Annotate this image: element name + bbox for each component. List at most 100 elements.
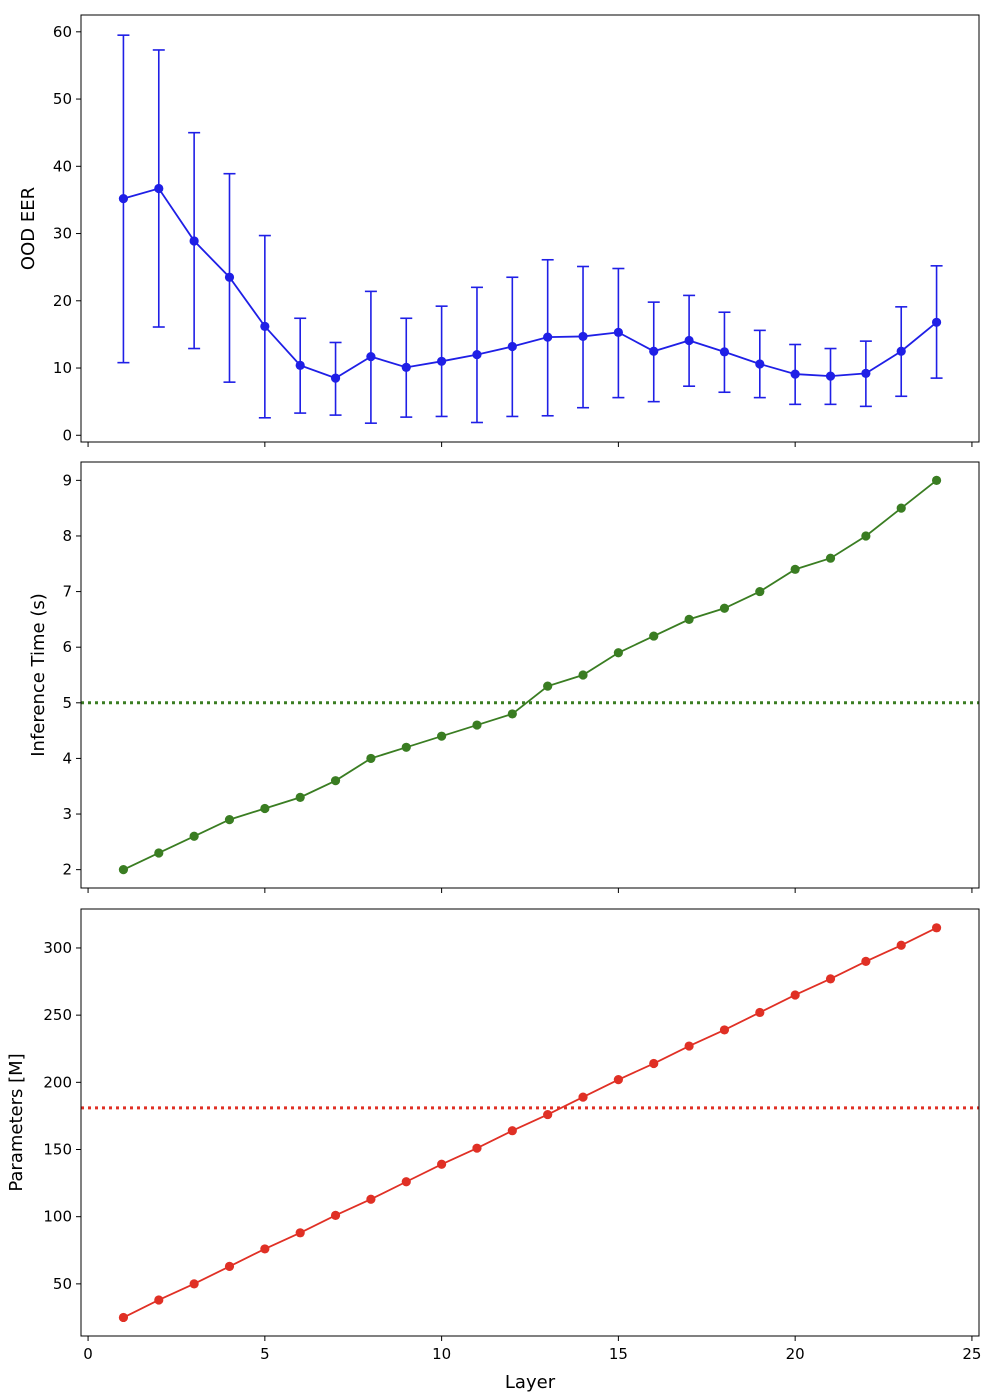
data-point <box>543 1109 553 1120</box>
data-point <box>931 923 942 933</box>
y-axis-label: OOD EER <box>18 187 39 270</box>
data-point <box>578 670 588 680</box>
data-point <box>472 349 482 360</box>
y-tick-label: 250 <box>43 1006 72 1024</box>
y-tick-label: 40 <box>53 157 72 175</box>
y-tick-label: 7 <box>62 583 72 601</box>
chart-panel-top: 0 10 20 30 40 50 60 OOD EER <box>18 14 980 447</box>
chart-panel-bottom: 50 100 150 200 250 300 0 5 10 15 20 25 Parameters [M… <box>6 908 981 1393</box>
data-point <box>649 346 659 356</box>
data-point <box>755 1007 765 1018</box>
y-tick-label: 60 <box>53 23 72 41</box>
data-point <box>472 720 482 730</box>
data-point <box>825 974 836 984</box>
y-axis-label: Inference Time (s) <box>28 593 49 757</box>
data-point <box>543 332 553 342</box>
data-point <box>154 848 164 858</box>
data-point <box>543 681 553 691</box>
y-tick-label: 10 <box>53 359 72 377</box>
y-tick-label: 5 <box>62 694 72 712</box>
data-point <box>295 360 305 370</box>
y-tick-label: 2 <box>62 861 72 879</box>
y-tick-label: 50 <box>53 90 72 108</box>
y-tick-label: 8 <box>62 527 72 545</box>
data-point <box>931 317 942 327</box>
data-point <box>189 236 199 246</box>
data-point <box>507 709 517 719</box>
y-axis-label: Parameters [M] <box>6 1053 27 1191</box>
data-point <box>719 603 730 613</box>
data-point <box>649 1058 659 1069</box>
data-point <box>578 1092 588 1102</box>
y-tick-label: 20 <box>53 292 72 310</box>
y-tick-label: 6 <box>62 638 72 656</box>
series-line <box>123 479 938 871</box>
data-point <box>189 831 199 841</box>
y-tick-label: 300 <box>43 939 72 957</box>
data-point <box>684 335 694 346</box>
y-tick-label: 30 <box>53 225 72 243</box>
data-point <box>896 346 906 356</box>
chart-panel-middle: 2 3 4 5 6 7 8 9 Inference Time (s) <box>28 461 980 893</box>
data-point <box>330 373 341 383</box>
data-point <box>613 1075 623 1085</box>
data-point <box>790 564 800 574</box>
data-point <box>260 321 270 331</box>
data-point <box>118 865 129 875</box>
data-point <box>790 369 800 379</box>
data-point <box>578 331 588 342</box>
data-point <box>401 362 411 372</box>
x-axis-label: Layer <box>505 1372 556 1393</box>
data-point <box>224 272 235 282</box>
data-point <box>649 631 659 641</box>
data-point <box>366 753 376 764</box>
data-point <box>330 776 341 786</box>
data-point <box>330 1210 341 1220</box>
data-point <box>154 183 164 194</box>
data-point <box>896 503 906 513</box>
data-point <box>613 327 623 337</box>
data-point <box>437 356 447 366</box>
data-point <box>437 1159 447 1169</box>
data-point <box>861 368 871 379</box>
plot-frame <box>80 14 980 443</box>
data-point <box>437 731 447 741</box>
data-point <box>366 1194 376 1204</box>
data-point <box>825 371 836 381</box>
y-tick-label: 3 <box>62 805 72 823</box>
data-point <box>684 614 694 624</box>
data-point <box>861 956 871 967</box>
x-tick-label: 10 <box>432 1345 451 1363</box>
y-tick-label: 150 <box>43 1141 72 1159</box>
data-point <box>189 1279 199 1289</box>
data-point <box>401 1177 411 1187</box>
data-point <box>224 814 235 825</box>
data-point <box>401 742 411 752</box>
y-tick-label: 0 <box>62 426 72 444</box>
plot-frame <box>80 461 980 889</box>
data-point <box>472 1143 482 1153</box>
data-point <box>295 1228 305 1238</box>
data-point <box>613 648 623 658</box>
data-point <box>507 341 517 352</box>
y-tick-label: 9 <box>62 471 72 489</box>
x-tick-label: 20 <box>786 1345 805 1363</box>
x-tick-label: 15 <box>609 1345 628 1363</box>
data-point <box>684 1041 694 1051</box>
y-tick-label: 100 <box>43 1208 72 1226</box>
data-point <box>861 531 871 541</box>
x-tick-label: 25 <box>962 1345 981 1363</box>
data-point <box>154 1295 164 1305</box>
data-point <box>118 193 129 204</box>
data-point <box>719 1025 730 1035</box>
x-tick-label: 0 <box>83 1345 93 1363</box>
data-point <box>825 553 836 563</box>
chart-panels: 0 10 20 30 40 50 60 OOD EER 2 3 4 5 6 7 8 9 Inference Ti… <box>6 14 981 1393</box>
y-tick-label: 200 <box>43 1073 72 1091</box>
series-line <box>123 187 938 380</box>
data-point <box>224 1261 235 1272</box>
y-tick-label: 4 <box>62 749 72 767</box>
series-line <box>123 927 937 1319</box>
